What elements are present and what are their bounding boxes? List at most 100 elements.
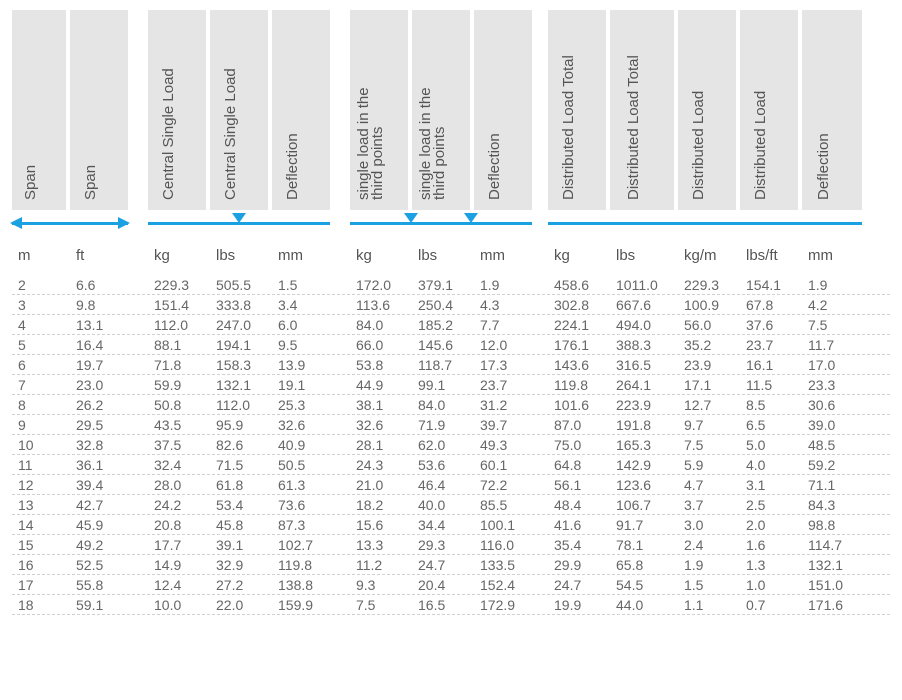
table-cell: 67.8 [740, 298, 802, 312]
table-cell: 23.7 [740, 338, 802, 352]
table-cell: 41.6 [548, 518, 610, 532]
table-cell: 9.5 [272, 338, 334, 352]
table-cell: 185.2 [412, 318, 474, 332]
table-cell: 3.4 [272, 298, 334, 312]
table-cell: 7 [12, 378, 70, 392]
table-cell: 37.5 [148, 438, 210, 452]
table-cell: 171.6 [802, 598, 866, 612]
table-cell: 87.3 [272, 518, 334, 532]
unit-label: m [12, 248, 70, 263]
table-cell: 223.9 [610, 398, 678, 412]
table-cell: 35.2 [678, 338, 740, 352]
header-5: single load in thethird points [350, 10, 408, 210]
table-cell: 118.7 [412, 358, 474, 372]
table-cell: 13.9 [272, 358, 334, 372]
table-cell: 38.1 [350, 398, 412, 412]
table-cell: 45.8 [210, 518, 272, 532]
table-cell: 75.0 [548, 438, 610, 452]
table-cell: 13.3 [350, 538, 412, 552]
table-cell: 95.9 [210, 418, 272, 432]
table-row: 1755.812.427.2138.89.320.4152.424.754.51… [12, 575, 890, 595]
table-cell: 11.2 [350, 558, 412, 572]
table-row: 929.543.595.932.632.671.939.787.0191.89.… [12, 415, 890, 435]
table-cell: 10.0 [148, 598, 210, 612]
table-cell: 8 [12, 398, 70, 412]
table-cell: 191.8 [610, 418, 678, 432]
header-3: Central Single Load [210, 10, 268, 210]
table-cell: 37.6 [740, 318, 802, 332]
table-cell: 53.8 [350, 358, 412, 372]
table-cell: 302.8 [548, 298, 610, 312]
column-headers: SpanSpanCentral Single LoadCentral Singl… [12, 10, 890, 210]
table-row: 723.059.9132.119.144.999.123.7119.8264.1… [12, 375, 890, 395]
table-cell: 16.5 [412, 598, 474, 612]
load-triangle-icon [404, 213, 418, 223]
table-cell: 30.6 [802, 398, 866, 412]
table-cell: 2.5 [740, 498, 802, 512]
table-cell: 59.9 [148, 378, 210, 392]
third-points-load-icon [350, 222, 532, 225]
column-gap [536, 10, 548, 210]
table-cell: 667.6 [610, 298, 678, 312]
table-cell: 1011.0 [610, 278, 678, 292]
table-cell: 6.5 [740, 418, 802, 432]
central-load-icon [148, 222, 330, 225]
table-cell: 143.6 [548, 358, 610, 372]
load-triangle-icon [464, 213, 478, 223]
header-8: Distributed Load Total [548, 10, 606, 210]
table-cell: 5.9 [678, 458, 740, 472]
table-cell: 29.9 [548, 558, 610, 572]
header-label: Distributed Load [752, 91, 769, 200]
table-cell: 49.2 [70, 538, 132, 552]
table-cell: 4.7 [678, 478, 740, 492]
table-cell: 0.7 [740, 598, 802, 612]
table-cell: 172.0 [350, 278, 412, 292]
table-cell: 114.7 [802, 538, 866, 552]
table-cell: 65.8 [610, 558, 678, 572]
table-cell: 39.1 [210, 538, 272, 552]
table-cell: 106.7 [610, 498, 678, 512]
table-cell: 98.8 [802, 518, 866, 532]
table-cell: 71.1 [802, 478, 866, 492]
table-cell: 316.5 [610, 358, 678, 372]
table-cell: 17.1 [678, 378, 740, 392]
table-cell: 91.7 [610, 518, 678, 532]
table-cell: 264.1 [610, 378, 678, 392]
table-cell: 49.3 [474, 438, 536, 452]
table-cell: 61.3 [272, 478, 334, 492]
table-row: 1549.217.739.1102.713.329.3116.035.478.1… [12, 535, 890, 555]
table-cell: 13 [12, 498, 70, 512]
table-cell: 2.4 [678, 538, 740, 552]
table-cell: 66.0 [350, 338, 412, 352]
table-cell: 17.7 [148, 538, 210, 552]
table-row: 619.771.8158.313.953.8118.717.3143.6316.… [12, 355, 890, 375]
load-diagram-row [12, 216, 890, 230]
unit-label: mm [474, 248, 536, 263]
table-cell: 32.4 [148, 458, 210, 472]
table-cell: 100.1 [474, 518, 536, 532]
table-cell: 3.0 [678, 518, 740, 532]
table-cell: 16.1 [740, 358, 802, 372]
units-row: mftkglbsmmkglbsmmkglbskg/mlbs/ftmm [12, 248, 890, 263]
table-row: 1342.724.253.473.618.240.085.548.4106.73… [12, 495, 890, 515]
table-cell: 53.6 [412, 458, 474, 472]
table-cell: 53.4 [210, 498, 272, 512]
header-label: Central Single Load [222, 68, 239, 200]
table-cell: 84.0 [350, 318, 412, 332]
table-cell: 55.8 [70, 578, 132, 592]
table-cell: 24.7 [548, 578, 610, 592]
header-0: Span [12, 10, 66, 210]
table-cell: 21.0 [350, 478, 412, 492]
table-cell: 138.8 [272, 578, 334, 592]
table-row: 1239.428.061.861.321.046.472.256.1123.64… [12, 475, 890, 495]
table-cell: 17.3 [474, 358, 536, 372]
table-cell: 250.4 [412, 298, 474, 312]
table-cell: 12.0 [474, 338, 536, 352]
table-cell: 9 [12, 418, 70, 432]
table-cell: 3 [12, 298, 70, 312]
table-cell: 64.8 [548, 458, 610, 472]
table-cell: 62.0 [412, 438, 474, 452]
table-cell: 32.8 [70, 438, 132, 452]
table-cell: 494.0 [610, 318, 678, 332]
table-cell: 72.2 [474, 478, 536, 492]
